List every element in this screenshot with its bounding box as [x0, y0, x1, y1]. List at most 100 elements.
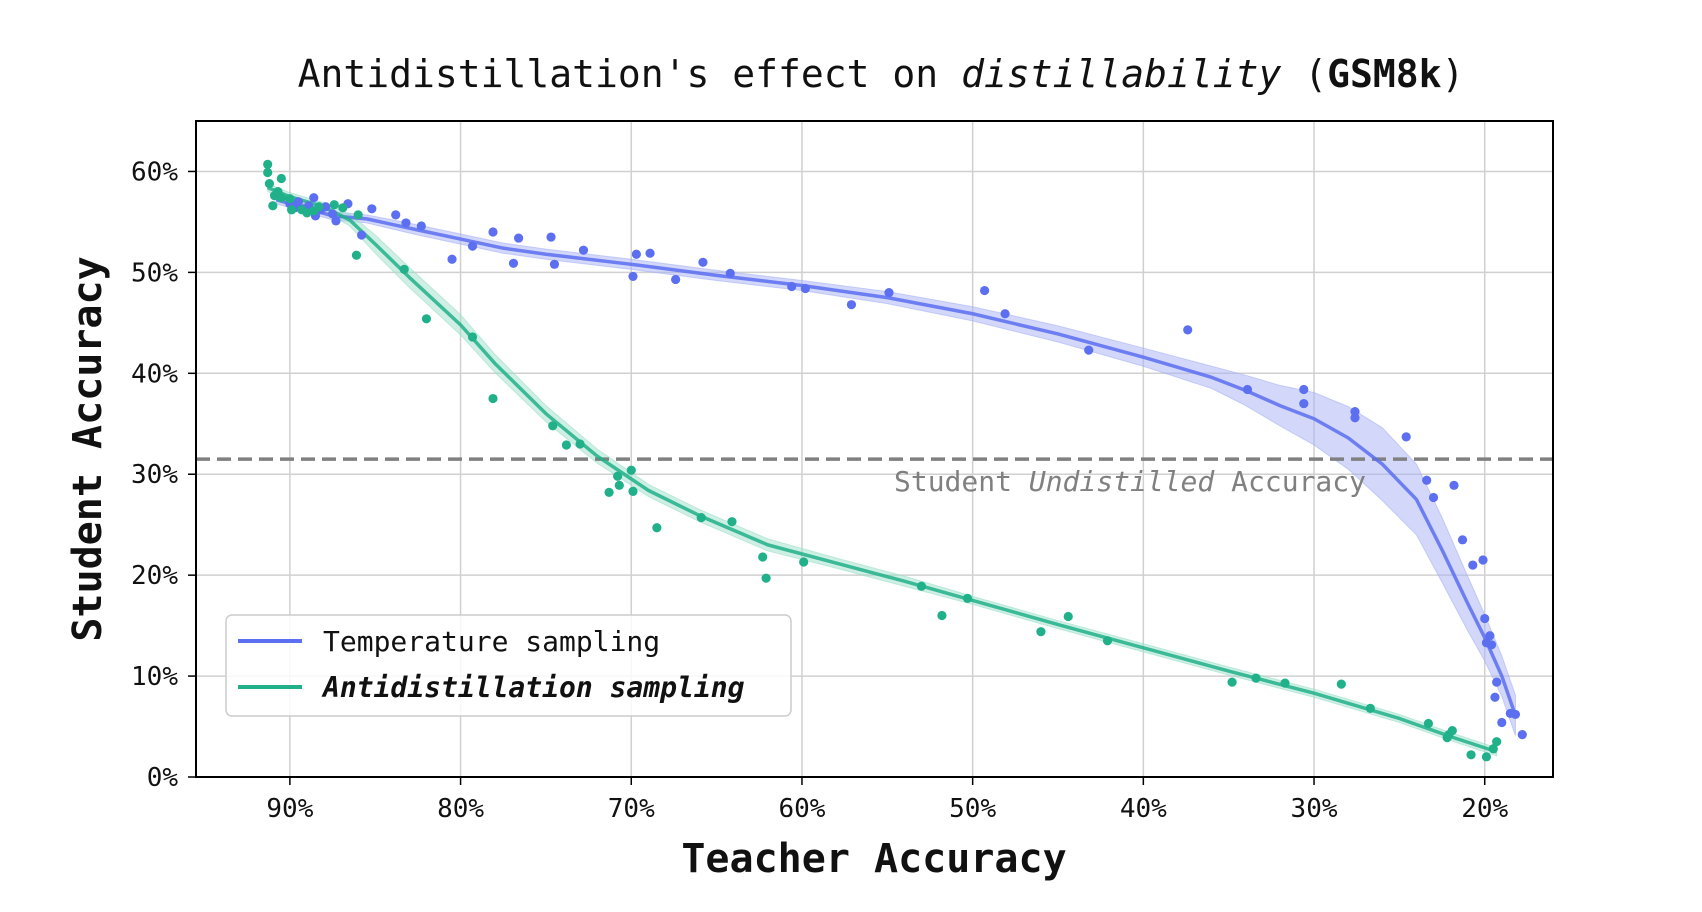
data-point-temperature: [1000, 309, 1010, 319]
data-point-temperature: [321, 202, 331, 212]
x-tick-label: 20%: [1461, 794, 1508, 824]
data-point-antidistillation: [1488, 744, 1498, 754]
data-point-antidistillation: [1466, 750, 1476, 760]
y-tick-label: 60%: [131, 157, 178, 187]
data-point-temperature: [628, 271, 638, 282]
data-point-temperature: [1485, 631, 1495, 641]
data-point-antidistillation: [916, 581, 927, 591]
x-tick-label: 50%: [949, 794, 996, 824]
data-point-antidistillation: [351, 250, 362, 260]
data-point-antidistillation: [353, 210, 363, 220]
data-point-antidistillation: [264, 178, 274, 189]
data-point-temperature: [1517, 730, 1527, 740]
data-point-temperature: [631, 249, 641, 259]
scatter-points: [263, 159, 1527, 762]
data-point-antidistillation: [1336, 679, 1346, 689]
data-point-temperature: [549, 259, 560, 269]
chart-title-italic: distillability: [961, 52, 1281, 96]
plot-frame: [195, 120, 1554, 778]
data-point-temperature: [1457, 535, 1468, 545]
data-point-temperature: [1401, 432, 1411, 442]
data-point-temperature: [488, 227, 498, 237]
data-point-temperature: [447, 254, 457, 264]
reference-line-label-prefix: Student: [894, 465, 1029, 498]
data-point-antidistillation: [488, 393, 498, 404]
data-point-temperature: [1468, 560, 1478, 570]
data-point-antidistillation: [799, 557, 809, 567]
data-point-temperature: [293, 197, 304, 207]
data-point-temperature: [1449, 480, 1459, 490]
y-axis-label: Student Accuracy: [65, 256, 111, 641]
data-point-temperature: [1350, 413, 1360, 423]
data-point-temperature: [1422, 475, 1432, 485]
data-point-temperature: [416, 221, 426, 231]
data-point-temperature: [1486, 640, 1497, 650]
data-point-temperature: [546, 232, 556, 242]
data-point-antidistillation: [626, 465, 636, 475]
data-point-antidistillation: [1063, 611, 1073, 622]
data-point-temperature: [1183, 325, 1193, 335]
legend-label-antidistillation: Antidistillation sampling: [321, 671, 745, 704]
data-point-temperature: [1492, 677, 1502, 687]
data-point-antidistillation: [399, 264, 409, 274]
chart-title-prefix: Antidistillation's effect on: [298, 52, 961, 96]
data-point-temperature: [309, 193, 319, 203]
y-tick-label: 40%: [131, 359, 178, 389]
data-point-antidistillation: [1036, 627, 1046, 637]
data-point-antidistillation: [604, 487, 614, 497]
data-point-antidistillation: [761, 573, 771, 583]
grid: [196, 121, 1553, 778]
data-point-antidistillation: [628, 486, 638, 496]
data-point-antidistillation: [696, 513, 706, 523]
data-point-temperature: [367, 204, 377, 214]
data-point-antidistillation: [421, 314, 432, 324]
data-point-temperature: [1490, 692, 1500, 702]
chart-title-bold: GSM8k: [1327, 52, 1442, 96]
data-point-temperature: [1299, 398, 1309, 409]
data-point-antidistillation: [1447, 725, 1457, 736]
x-tick-label: 30%: [1291, 794, 1338, 824]
data-point-antidistillation: [338, 203, 348, 213]
data-point-temperature: [331, 216, 341, 226]
x-tick-label: 70%: [608, 794, 655, 824]
data-point-antidistillation: [1481, 752, 1492, 762]
y-tick-label: 20%: [131, 561, 178, 591]
reference-line-label: Student Undistilled Accuracy: [894, 465, 1366, 498]
data-point-antidistillation: [727, 517, 737, 527]
data-point-temperature: [578, 245, 589, 255]
data-point-temperature: [467, 241, 478, 251]
x-tick-label: 80%: [437, 794, 484, 824]
data-point-temperature: [401, 218, 411, 228]
legend-box: [225, 614, 792, 717]
data-point-temperature: [1242, 384, 1253, 395]
data-point-temperature: [884, 287, 894, 298]
data-point-antidistillation: [613, 471, 623, 481]
data-point-antidistillation: [614, 480, 624, 490]
data-point-temperature: [1480, 613, 1490, 624]
legend: Temperature sampling Antidistillation sa…: [225, 614, 792, 717]
data-point-antidistillation: [937, 610, 947, 621]
confidence-band-temperature: [275, 195, 1516, 736]
data-point-temperature: [645, 248, 655, 258]
chart-title-middle: (: [1281, 52, 1327, 96]
data-point-antidistillation: [561, 440, 572, 450]
data-point-temperature: [1299, 384, 1309, 395]
reference-line-group: Student Undistilled Accuracy: [196, 457, 1553, 498]
data-point-temperature: [846, 300, 857, 310]
data-point-antidistillation: [1227, 677, 1237, 687]
x-tick-label: 60%: [778, 794, 825, 824]
data-point-temperature: [514, 233, 524, 243]
data-point-antidistillation: [575, 439, 585, 449]
y-tick-label: 30%: [131, 460, 178, 490]
data-point-temperature: [1510, 709, 1521, 720]
x-tick-label: 40%: [1120, 794, 1167, 824]
data-point-antidistillation: [1492, 737, 1502, 747]
fit-line-temperature: [275, 198, 1518, 717]
data-point-temperature: [800, 283, 810, 294]
data-point-antidistillation: [263, 159, 273, 169]
data-point-antidistillation: [276, 173, 286, 184]
y-tick-label: 0%: [147, 763, 179, 793]
data-point-antidistillation: [962, 593, 973, 603]
data-point-temperature: [356, 230, 367, 240]
y-axis-ticks: 0% 10% 20% 30% 40% 50% 60%: [131, 157, 196, 793]
